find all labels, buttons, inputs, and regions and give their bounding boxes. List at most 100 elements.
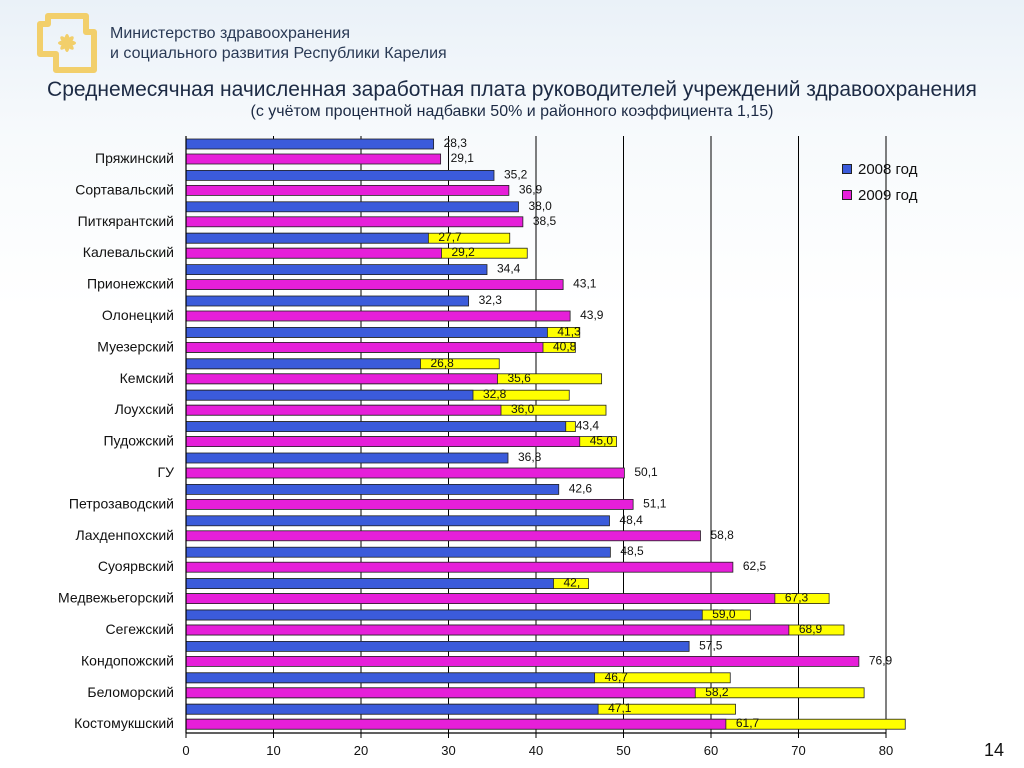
bar-2009 <box>185 593 776 604</box>
bar-2009 <box>185 341 544 353</box>
category-label: Олонецкий <box>102 307 174 323</box>
data-label-2008: 57,5 <box>699 638 723 652</box>
category-label: Пряжинский <box>95 150 174 166</box>
legend-label-2008: 2008 год <box>858 160 918 178</box>
data-label-2008: 26,8 <box>431 356 455 370</box>
data-label-2008: 47,1 <box>608 701 632 715</box>
bar-2008 <box>185 578 554 589</box>
bar-2008 <box>185 641 690 652</box>
data-label-2008: 42,6 <box>569 481 593 495</box>
bar-2009 <box>185 687 696 699</box>
data-label-2008: 34,4 <box>497 262 521 276</box>
data-label-2009: 51,1 <box>643 496 667 510</box>
bar-2009 <box>185 373 498 385</box>
data-label-2009: 43,1 <box>573 277 597 291</box>
data-label-2008: 41,3 <box>557 324 581 338</box>
x-tick-label: 40 <box>529 743 543 758</box>
x-tick-label: 50 <box>616 743 630 758</box>
data-label-2009: 62,5 <box>743 559 767 573</box>
x-tick-label: 70 <box>791 743 805 758</box>
data-label-2008: 35,2 <box>504 167 528 181</box>
category-label: Беломорский <box>87 684 174 700</box>
category-label: Калевальский <box>83 244 174 260</box>
data-label-2009: 29,2 <box>452 245 476 259</box>
legend-label-2009: 2009 год <box>858 186 918 204</box>
ministry-logo <box>37 13 97 73</box>
chart-title: Среднемесячная начисленная заработная пл… <box>47 78 977 101</box>
bar-2009 <box>185 624 790 636</box>
header: Министерство здравоохранения и социально… <box>0 0 1024 80</box>
category-label: Пудожский <box>103 433 174 449</box>
data-label-2009: 45,0 <box>590 434 614 448</box>
data-label-2008: 32,8 <box>483 387 507 401</box>
bar-2008 <box>185 169 495 181</box>
bar-2008 <box>185 138 435 150</box>
data-label-2009: 61,7 <box>736 716 760 730</box>
category-label: Медвежьегорский <box>58 590 174 606</box>
bar-2008 <box>185 421 567 433</box>
bar-2009 <box>185 404 502 416</box>
bar-2008 <box>185 703 599 715</box>
data-label-2009: 76,9 <box>869 653 893 667</box>
category-label: Сегежский <box>106 621 174 637</box>
bar-2008 <box>185 452 509 464</box>
ministry-line-1: Министерство здравоохранения <box>110 25 350 42</box>
bar-2009 <box>185 498 634 510</box>
data-label-2008: 48,4 <box>620 513 644 527</box>
legend-item-2008: 2008 год <box>842 156 917 182</box>
bar-2009 <box>185 184 510 196</box>
data-label-2008: 59,0 <box>712 607 736 621</box>
data-label-2009: 36,0 <box>511 402 535 416</box>
data-label-2009: 40,8 <box>553 339 577 353</box>
bar-2009 <box>185 247 442 259</box>
bar-2008 <box>185 295 470 307</box>
category-label: Кемский <box>120 370 174 386</box>
data-label-2009: 67,3 <box>785 591 809 605</box>
data-label-2008: 27,7 <box>438 230 462 244</box>
data-label-2008: 32,3 <box>479 293 503 307</box>
page-number: 14 <box>984 740 1005 760</box>
data-label-2008: 48,5 <box>620 544 644 558</box>
data-label-2009: 50,1 <box>634 465 658 479</box>
data-label-2009: 29,1 <box>451 151 475 165</box>
category-label: Лахденпохский <box>76 527 174 543</box>
bar-2009 <box>185 436 581 448</box>
ministry-line-2: и социального развития Республики Карели… <box>110 45 447 62</box>
category-label: Суоярвский <box>98 558 174 574</box>
bar-2008 <box>185 483 560 495</box>
bar-2009 <box>185 530 701 542</box>
bar-2008 <box>185 358 421 370</box>
bar-2009 <box>185 310 571 322</box>
legend-item-2009: 2009 год <box>842 182 917 208</box>
bar-2009 <box>185 561 734 573</box>
category-label: Петрозаводский <box>69 495 174 511</box>
data-label-2009: 35,6 <box>508 371 532 385</box>
category-label: Костомукшский <box>74 715 174 731</box>
bar-2009 <box>185 153 442 165</box>
category-label: Прионежский <box>87 276 174 292</box>
ministry-name: Министерство здравоохранения и социально… <box>110 24 447 64</box>
category-label: Муезерский <box>97 338 174 354</box>
bar-2008 <box>185 546 611 558</box>
bar-2008 <box>185 201 519 213</box>
chart-subtitle: (с учётом процентной надбавки 50% и райо… <box>250 103 774 120</box>
category-label: Кондопожский <box>81 652 174 668</box>
bar-2008 <box>185 515 610 527</box>
bar-2008 <box>185 232 429 244</box>
data-label-2009: 38,5 <box>533 214 557 228</box>
legend-swatch-2008 <box>842 164 852 174</box>
bar-2009 <box>185 718 727 730</box>
category-label: Питкярантский <box>78 213 174 229</box>
bar-2009 <box>185 656 860 667</box>
data-label-2009: 58,2 <box>705 685 729 699</box>
x-tick-label: 10 <box>266 743 280 758</box>
data-label-2008: 42, <box>564 576 581 590</box>
x-tick-label: 0 <box>182 743 189 758</box>
legend-swatch-2009 <box>842 190 852 200</box>
data-label-2008: 38,0 <box>529 199 553 213</box>
category-label: ГУ <box>158 464 175 480</box>
bar-2008 <box>185 389 474 401</box>
x-tick-label: 20 <box>354 743 368 758</box>
bar-2008 <box>185 326 548 338</box>
data-label-2009: 58,8 <box>711 528 735 542</box>
